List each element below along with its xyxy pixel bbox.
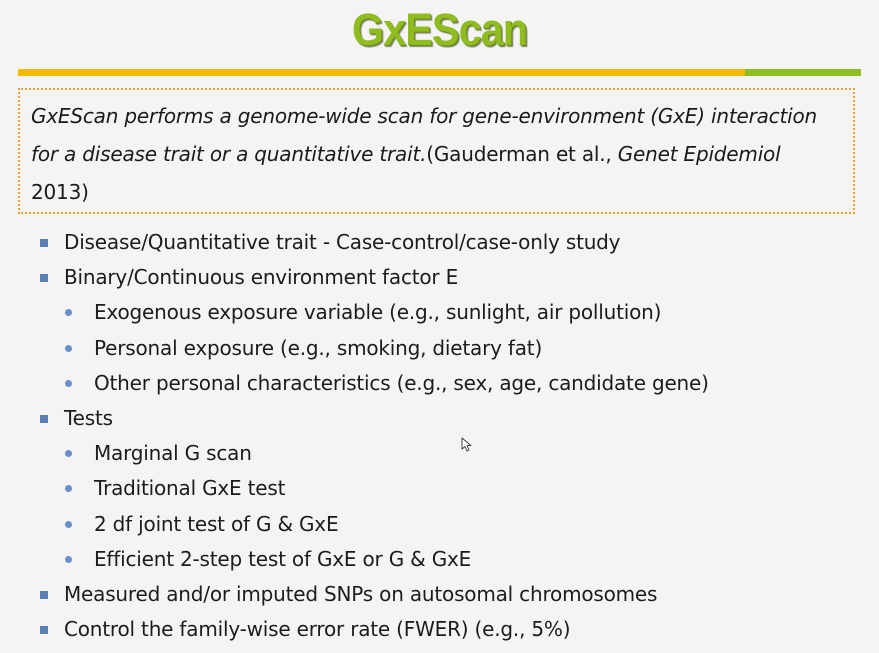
list-item: Measured and/or imputed SNPs on autosoma… [0, 577, 879, 612]
sub-list-item-text: Traditional GxE test [94, 476, 286, 501]
sub-list-item: Other personal characteristics (e.g., se… [0, 366, 879, 401]
list-item-text: Disease/Quantitative trait - Case-contro… [64, 230, 621, 254]
sub-list-item: Traditional GxE test [0, 471, 879, 506]
sub-list-item-text: 2 df joint test of G & GxE [94, 511, 339, 536]
list-item: Tests [0, 401, 879, 436]
dot-bullet-icon [65, 450, 72, 458]
dot-bullet-icon [65, 485, 72, 493]
intro-box: GxEScan performs a genome-wide scan for … [18, 88, 855, 214]
title-divider-orange [18, 69, 745, 76]
sub-list-item: Exogenous exposure variable (e.g., sunli… [0, 295, 879, 330]
list-item: Disease/Quantitative trait - Case-contro… [0, 225, 879, 260]
list-item-text: Binary/Continuous environment factor E [64, 265, 459, 290]
square-bullet-icon [40, 239, 48, 247]
sub-list-item-text: Other personal characteristics (e.g., se… [94, 370, 709, 395]
dot-bullet-icon [65, 344, 72, 352]
sub-list-item: Efficient 2-step test of GxE or G & GxE [0, 542, 879, 577]
dot-bullet-icon [65, 309, 72, 317]
slide-title: GxEScan [351, 4, 528, 55]
intro-description: GxEScan performs a genome-wide scan for … [31, 104, 817, 166]
sub-list-item: Marginal G scan [0, 436, 879, 471]
square-bullet-icon [40, 626, 48, 635]
square-bullet-icon [40, 274, 48, 283]
citation-year: 2013) [31, 180, 89, 204]
sub-list-item-text: Efficient 2-step test of GxE or G & GxE [94, 546, 472, 571]
dot-bullet-icon [65, 379, 72, 387]
citation-authors: (Gauderman et al., [426, 142, 618, 166]
list-item: Control the family-wise error rate (FWER… [0, 612, 879, 647]
square-bullet-icon [40, 590, 48, 599]
list-item-text: Tests [64, 405, 113, 430]
dot-bullet-icon [65, 555, 72, 563]
sub-list-item-text: Personal exposure (e.g., smoking, dietar… [94, 335, 543, 360]
bullet-list: Disease/Quantitative trait - Case-contro… [0, 225, 879, 647]
citation-journal: Genet Epidemiol [617, 142, 781, 166]
dot-bullet-icon [65, 520, 72, 528]
list-item-text: Measured and/or imputed SNPs on autosoma… [64, 581, 658, 606]
sub-list-item: 2 df joint test of G & GxE [0, 507, 879, 542]
list-item-text: Control the family-wise error rate (FWER… [64, 617, 571, 642]
sub-list-item-text: Marginal G scan [94, 441, 252, 466]
list-item: Binary/Continuous environment factor E [0, 260, 879, 295]
mouse-pointer-icon [461, 437, 472, 452]
title-divider-green [745, 69, 861, 76]
sub-list-item-text: Exogenous exposure variable (e.g., sunli… [94, 300, 662, 325]
square-bullet-icon [40, 414, 48, 423]
sub-list-item: Personal exposure (e.g., smoking, dietar… [0, 331, 879, 366]
